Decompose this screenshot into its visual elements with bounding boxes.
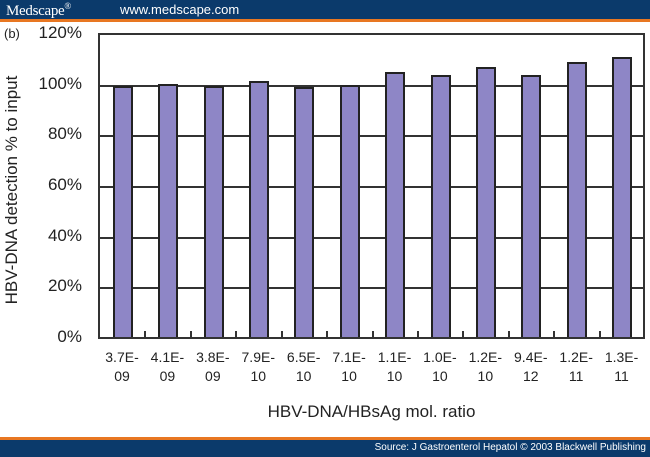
gridline (100, 135, 643, 138)
x-tick (462, 331, 465, 337)
bar[interactable] (248, 81, 269, 337)
x-tick-label: 1.2E- 10 (468, 349, 503, 384)
y-tick-label: 120% (38, 23, 82, 42)
panel-label: (b) (4, 26, 20, 41)
x-tick-label: 1.2E- 11 (559, 349, 593, 384)
gridline (100, 84, 643, 87)
header-bar: Medscape® www.medscape.com (0, 0, 650, 22)
x-tick-label: 9.4E- 12 (514, 349, 548, 384)
x-tick (507, 331, 510, 337)
x-tick-label: 3.8E- 09 (196, 349, 230, 384)
bar[interactable] (294, 87, 315, 337)
gridline (100, 287, 643, 290)
y-tick-label: 20% (47, 276, 82, 296)
x-tick-label: 7.1E- 10 (332, 349, 366, 384)
x-tick (326, 331, 329, 337)
y-tick-label: 60% (47, 175, 82, 194)
bar[interactable] (158, 83, 179, 337)
bar[interactable] (476, 67, 497, 337)
bar[interactable] (521, 74, 542, 337)
y-tick-label: 100% (38, 73, 82, 93)
x-tick (189, 331, 192, 337)
y-tick-label: 40% (47, 225, 82, 245)
medscape-logo[interactable]: Medscape® (6, 1, 71, 19)
x-tick-label: 7.9E- 10 (241, 349, 275, 384)
plot-area (98, 33, 645, 339)
x-axis-title: HBV-DNA/HBsAg mol. ratio (267, 402, 476, 421)
gridline (100, 236, 643, 239)
site-url[interactable]: www.medscape.com (120, 2, 240, 17)
x-tick-label: 1.3E- 11 (604, 349, 639, 384)
y-tick-label: 80% (47, 124, 82, 144)
y-tick-label: 0% (57, 327, 82, 346)
x-tick (371, 331, 374, 337)
bar[interactable] (339, 84, 360, 337)
source-credit: Source: J Gastroenterol Hepatol © 2003 B… (374, 442, 646, 453)
bar[interactable] (430, 74, 451, 337)
footer-bar: Source: J Gastroenterol Hepatol © 2003 B… (0, 437, 650, 457)
x-tick-label: 1.1E- 10 (377, 349, 412, 384)
bar[interactable] (203, 86, 224, 337)
bar[interactable] (385, 72, 406, 337)
x-tick (553, 331, 556, 337)
bar[interactable] (566, 62, 587, 337)
bar[interactable] (612, 57, 633, 337)
x-tick-label: 4.1E- 09 (150, 349, 185, 384)
gridline (100, 186, 643, 188)
x-tick-label: 1.0E- 10 (423, 349, 457, 384)
x-tick (144, 331, 147, 337)
x-tick (416, 331, 419, 337)
x-tick-label: 3.7E- 09 (105, 349, 139, 384)
x-tick (235, 331, 238, 337)
x-tick-label: 6.5E- 10 (286, 349, 321, 384)
bar[interactable] (112, 86, 133, 337)
x-tick (598, 331, 601, 337)
x-tick (280, 331, 283, 337)
